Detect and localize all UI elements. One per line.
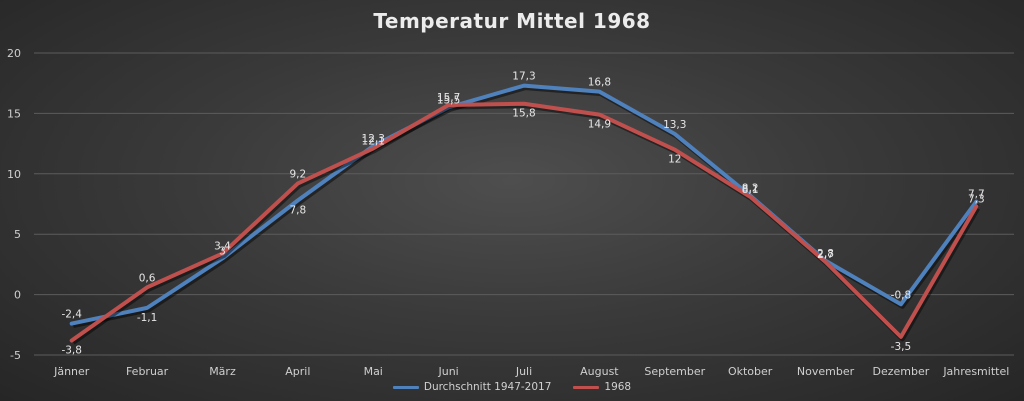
- data-labels: -2,4 -1,1 3 7,8 12,3 15,5 17,3 16,8 13,3 8,2 2,8 -0…: [61, 71, 984, 357]
- y-tick-label: 5: [14, 228, 21, 241]
- series-shadow: [71, 103, 980, 345]
- data-label: -3,5: [891, 341, 912, 353]
- x-tick-label: Mai: [364, 365, 383, 378]
- series-lines: [69, 83, 980, 345]
- series-line-1[interactable]: [69, 83, 979, 326]
- y-tick-label: -5: [10, 349, 21, 362]
- x-tick-label: Februar: [126, 365, 169, 378]
- x-tick-label: Jänner: [53, 365, 90, 378]
- data-label: -0,8: [891, 289, 912, 301]
- x-axis-tick-labels: Jänner Februar März April Mai Juni Juli August S…: [53, 365, 1009, 378]
- x-tick-label: Jahresmittel: [942, 365, 1009, 378]
- data-label: 7,8: [289, 204, 306, 216]
- data-label: 3: [219, 245, 226, 257]
- data-label: -2,4: [61, 309, 82, 321]
- data-label: 7,3: [968, 193, 985, 205]
- x-tick-label: September: [644, 365, 705, 378]
- x-tick-label: Juli: [515, 365, 532, 378]
- y-tick-label: 0: [14, 289, 21, 302]
- data-label: 16,8: [588, 77, 611, 89]
- chart-title: Temperatur Mittel 1968: [373, 9, 651, 33]
- data-label: -3,8: [61, 345, 82, 357]
- x-tick-label: März: [209, 365, 236, 378]
- legend-item-series-1[interactable]: Durchschnitt 1947-2017: [392, 381, 552, 393]
- x-tick-label: April: [285, 365, 310, 378]
- data-label: 15,8: [512, 108, 535, 120]
- series-shadow: [72, 85, 980, 329]
- data-label: 12,3: [362, 133, 385, 145]
- legend-swatch-series-1: [392, 385, 419, 389]
- data-label: 8,1: [742, 184, 759, 196]
- data-label: 14,9: [588, 119, 611, 131]
- legend-item-series-2[interactable]: 1968: [573, 381, 631, 393]
- x-tick-label: Dezember: [873, 365, 930, 378]
- x-tick-label: Oktober: [728, 365, 773, 378]
- data-label: 15,5: [437, 94, 460, 106]
- series-line-2[interactable]: [69, 101, 979, 343]
- gridlines: [34, 52, 1014, 356]
- data-label: 8,2: [742, 183, 759, 195]
- data-label: 7,7: [968, 189, 985, 201]
- data-label: 17,3: [512, 71, 535, 83]
- data-label: 0,6: [139, 272, 156, 284]
- y-tick-label: 10: [7, 168, 21, 181]
- x-tick-label: Juni: [437, 365, 458, 378]
- y-tick-label: 15: [7, 107, 21, 120]
- data-label: 2,7: [817, 249, 834, 261]
- data-label: 9,2: [289, 168, 306, 180]
- data-label: 12,1: [362, 135, 385, 147]
- legend-label-series-1: Durchschnitt 1947-2017: [423, 381, 552, 393]
- y-tick-label: 20: [7, 47, 21, 60]
- data-label: 15,7: [437, 92, 460, 104]
- y-axis-tick-labels: -5 0 5 10 15 20: [7, 47, 21, 362]
- x-tick-label: August: [580, 365, 619, 378]
- data-label: 13,3: [663, 119, 686, 131]
- legend: Durchschnitt 1947-2017 1968: [0, 381, 1024, 393]
- legend-label-series-2: 1968: [604, 381, 632, 393]
- data-label: 12: [668, 154, 681, 166]
- x-tick-label: November: [797, 365, 855, 378]
- data-label: 3,4: [214, 241, 231, 253]
- legend-swatch-series-2: [573, 385, 600, 389]
- data-label: 2,8: [817, 248, 834, 260]
- data-label: -1,1: [137, 312, 158, 324]
